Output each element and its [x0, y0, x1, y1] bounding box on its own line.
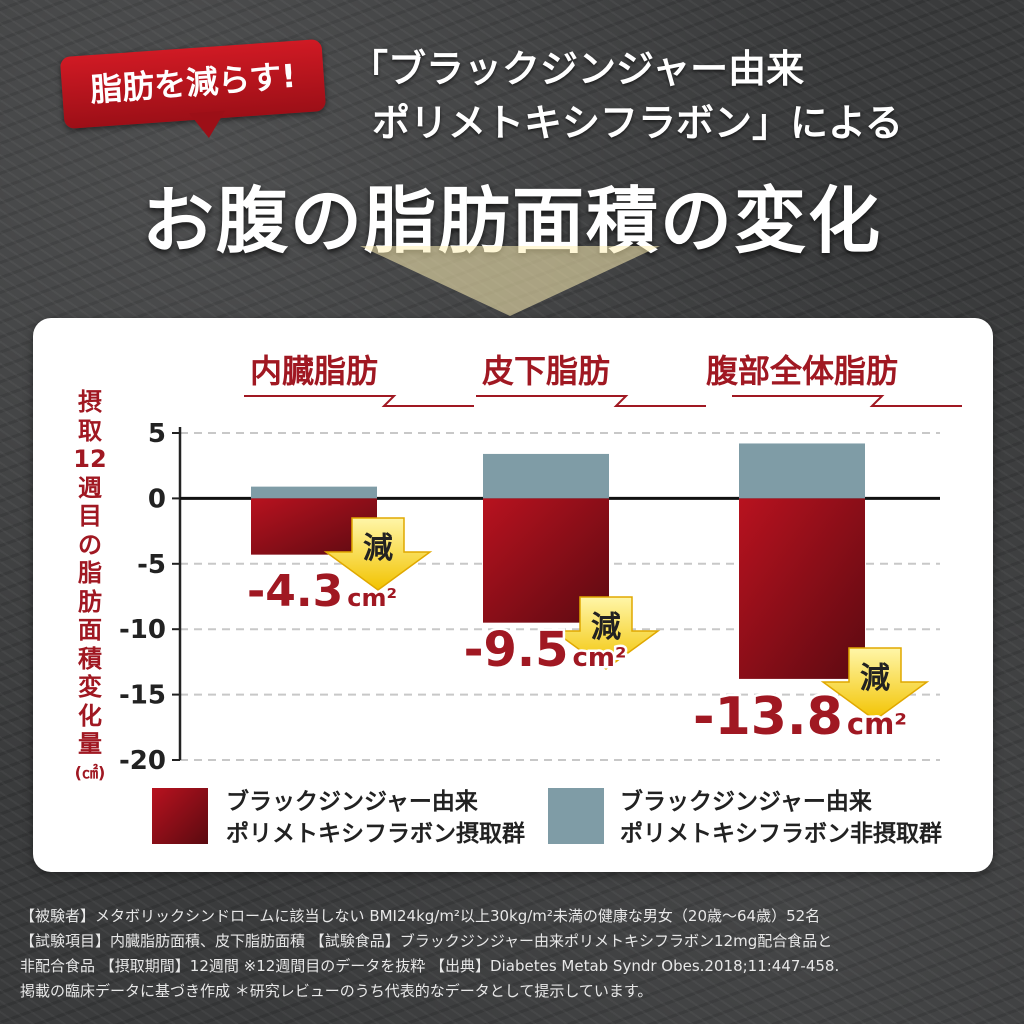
y-axis-label: 摂取 12 週目の脂肪面積変化量 (㎠) — [70, 388, 110, 787]
footnote-line-3: 非配合食品 【摂取期間】12週間 ※12週間目のデータを抜粋 【出典】Diabe… — [20, 957, 840, 975]
y-tick-label: -5 — [137, 550, 166, 580]
y-tick-label: -15 — [119, 681, 166, 711]
value-label-unit: cm² — [347, 584, 397, 612]
y-axis-label-char: 化 — [78, 701, 102, 730]
subtitle-line-1: 「ブラックジンジャー由来 — [350, 47, 805, 91]
category-label: 皮下脂肪 — [482, 352, 610, 390]
spotlight-decoration — [360, 246, 660, 316]
category-underline — [732, 395, 962, 407]
footnote-line-2: 【試験項目】内臓脂肪面積、皮下脂肪面積 【試験食品】ブラックジンジャー由来ポリメ… — [20, 932, 833, 950]
legend-label-taken: ブラックジンジャー由来 ポリメトキシフラボン摂取群 — [226, 786, 525, 850]
footnote-line-4: 掲載の臨床データに基づき作成 ＊研究レビューのうち代表的なデータとして提示してい… — [20, 982, 653, 1000]
category-label: 内臓脂肪 — [250, 352, 378, 390]
value-label: -4.3 cm² — [247, 566, 397, 617]
legend-swatch-not-taken — [548, 788, 604, 844]
category-label: 腹部全体脂肪 — [706, 352, 898, 390]
category-underline — [244, 395, 474, 407]
y-axis-label-char: 積 — [78, 644, 102, 673]
y-axis-label-char: (㎠) — [74, 762, 106, 782]
legend-taken-line-2: ポリメトキシフラボン摂取群 — [226, 821, 525, 847]
reduce-label: 減 — [860, 661, 890, 696]
y-tick-label: 5 — [148, 419, 166, 449]
value-label-number: -9.5 — [464, 622, 569, 678]
value-label: -9.5 cm² — [464, 622, 627, 678]
subtitle-line-2: ポリメトキシフラボン」による — [372, 101, 903, 145]
reduce-label: 減 — [591, 610, 621, 645]
y-axis-label-char: 12 — [73, 445, 107, 473]
subtitle: 「ブラックジンジャー由来 ポリメトキシフラボン」による — [350, 42, 990, 150]
footnote: 【被験者】メタボリックシンドロームに該当しない BMI24kg/m²以上30kg… — [20, 904, 1010, 1004]
y-tick-label: -10 — [119, 615, 166, 645]
bar-not-taken — [251, 486, 377, 499]
legend-not-line-1: ブラックジンジャー由来 — [620, 789, 872, 815]
value-label-unit: cm² — [847, 707, 907, 741]
y-axis-label-char: の — [78, 530, 102, 559]
bar-not-taken — [483, 453, 609, 499]
footnote-line-1: 【被験者】メタボリックシンドロームに該当しない BMI24kg/m²以上30kg… — [20, 907, 821, 925]
reduce-label: 減 — [363, 531, 393, 566]
y-tick-label: -20 — [119, 746, 166, 776]
legend-not-line-2: ポリメトキシフラボン非摂取群 — [620, 821, 942, 847]
legend-taken-line-1: ブラックジンジャー由来 — [226, 789, 478, 815]
value-label-number: -4.3 — [247, 566, 343, 617]
y-axis-label-char: 摂 — [78, 388, 102, 416]
bar-taken — [739, 498, 865, 679]
y-axis-label-char: 週 — [78, 473, 102, 502]
y-tick-label: 0 — [148, 484, 166, 514]
reduce-arrow-icon — [551, 596, 661, 670]
value-label: -13.8 cm² — [693, 687, 907, 747]
reduce-arrow-icon — [323, 517, 433, 591]
y-axis-label-char: 肪 — [78, 587, 102, 616]
y-axis-label-char: 変 — [78, 673, 102, 701]
y-axis-label-char: 脂 — [78, 559, 102, 587]
y-axis-label-char: 面 — [78, 616, 102, 644]
legend-label-not-taken: ブラックジンジャー由来 ポリメトキシフラボン非摂取群 — [620, 786, 942, 850]
legend-swatch-taken — [152, 788, 208, 844]
bar-not-taken — [739, 443, 865, 499]
value-label-number: -13.8 — [693, 687, 843, 747]
value-label-unit: cm² — [573, 643, 627, 673]
category-underline — [476, 395, 706, 407]
y-axis-label-char: 取 — [78, 416, 102, 445]
reduce-arrow-icon — [820, 647, 930, 721]
y-axis-label-char: 目 — [78, 502, 102, 530]
y-axis-label-char: 量 — [78, 730, 102, 758]
